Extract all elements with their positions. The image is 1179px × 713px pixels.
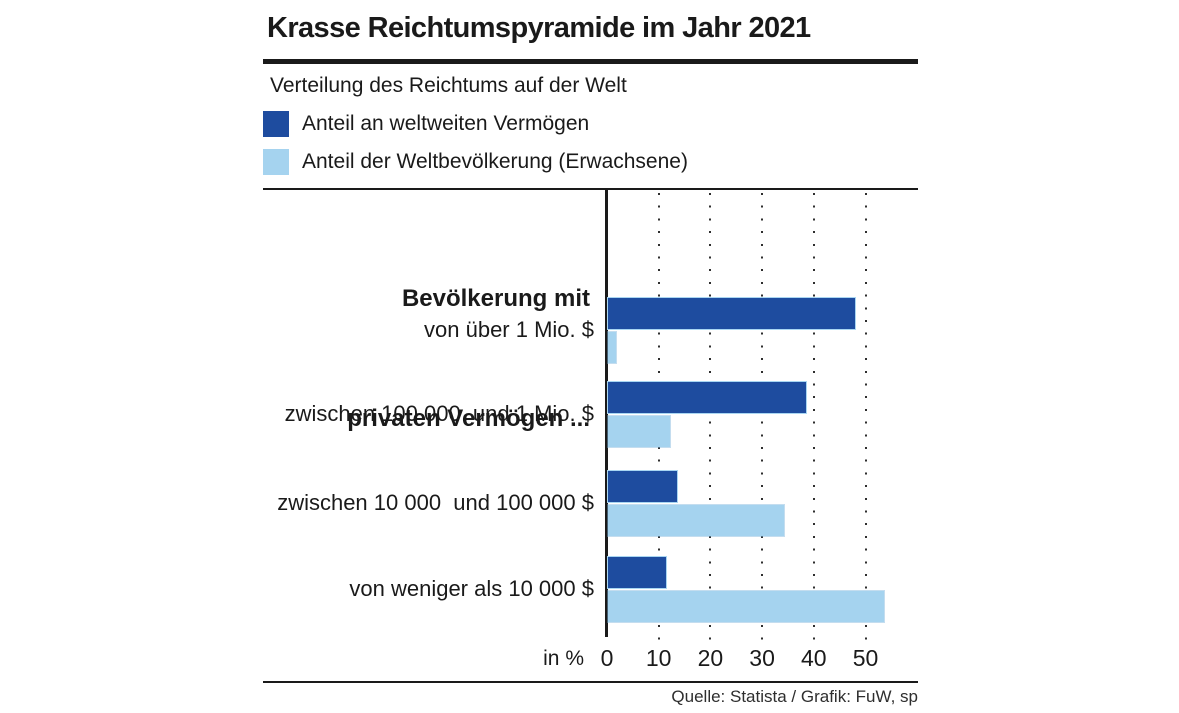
category-label-2: zwischen 10 000 und 100 000 $	[277, 490, 594, 515]
legend-item-wealth: Anteil an weltweiten Vermögen	[263, 111, 589, 137]
legend-swatch-population-icon	[263, 149, 289, 175]
legend-label-wealth: Anteil an weltweiten Vermögen	[302, 112, 590, 135]
chart-top-rule	[263, 188, 918, 190]
x-tick-label-10: 10	[645, 645, 672, 671]
y-axis-line	[605, 190, 608, 637]
row-header-line-1: Bevölkerung mit	[401, 285, 590, 312]
x-tick-label-40: 40	[801, 645, 827, 671]
legend-swatch-wealth-icon	[263, 111, 289, 137]
category-label-1: zwischen 100 000 und 1 Mio. $	[284, 401, 594, 426]
legend-item-population: Anteil der Weltbevölkerung (Erwachsene)	[263, 149, 688, 175]
page-title: Krasse Reichtumspyramide im Jahr 2021	[267, 12, 811, 44]
x-tick-label-30: 30	[749, 645, 775, 671]
legend-label-population: Anteil der Weltbevölkerung (Erwachsene)	[302, 150, 688, 173]
source-credit: Quelle: Statista / Grafik: FuW, sp	[671, 687, 918, 706]
chart-bottom-rule	[263, 681, 918, 683]
row-header-line-2: privaten Vermögen ...	[347, 405, 590, 432]
gridline-40	[812, 193, 815, 642]
bar-population-1	[608, 416, 670, 447]
gridline-30	[761, 193, 764, 642]
chart-subtitle: Verteilung des Reichtums auf der Welt	[270, 74, 627, 97]
bar-wealth-2	[608, 471, 677, 502]
bar-wealth-3	[608, 557, 666, 588]
bar-population-0	[608, 332, 616, 363]
bar-population-2	[608, 505, 784, 536]
x-tick-label-20: 20	[697, 645, 724, 671]
x-axis-unit-label: in %	[543, 647, 584, 670]
gridline-50	[864, 193, 867, 642]
x-tick-label-0: 0	[600, 645, 614, 671]
category-label-0: von über 1 Mio. $	[424, 317, 594, 342]
title-rule	[263, 59, 918, 64]
bar-wealth-0	[608, 298, 855, 329]
category-label-3: von weniger als 10 000 $	[349, 576, 594, 601]
row-header: Bevölkerung mit privaten Vermögen ...	[347, 199, 590, 519]
bar-wealth-1	[608, 382, 806, 413]
bar-population-3	[608, 591, 884, 622]
x-tick-label-50: 50	[852, 645, 879, 671]
gridline-20	[709, 193, 712, 642]
